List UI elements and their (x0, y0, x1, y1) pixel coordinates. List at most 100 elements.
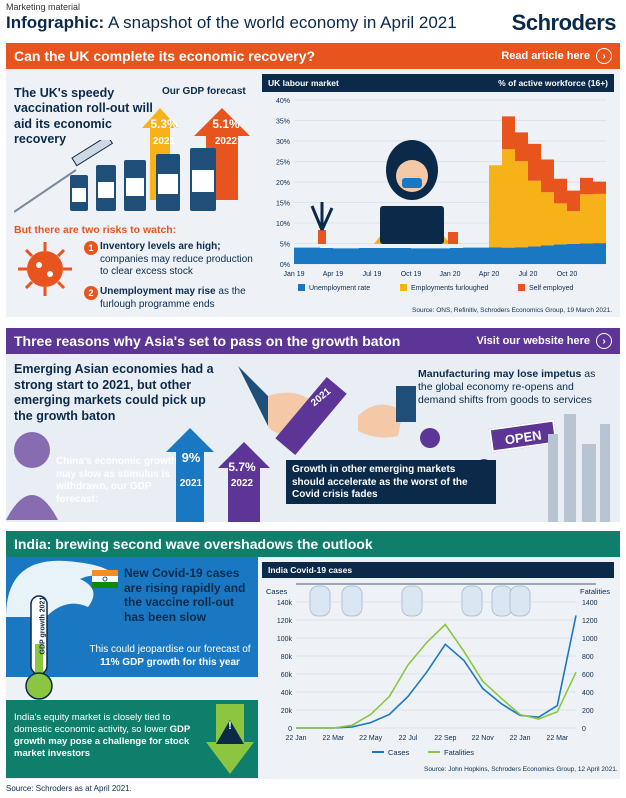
right-sleeve (396, 386, 416, 422)
risk-1-text: Inventory levels are high; companies may… (100, 241, 253, 277)
other-em-text: Growth in other emerging markets should … (286, 460, 496, 504)
plant-pot-icon (318, 230, 326, 244)
x-tick-label: Oct 19 (401, 271, 422, 278)
baton-illustration (238, 366, 416, 455)
face-mask-icon (461, 585, 483, 617)
down-arrow-icon (206, 704, 254, 774)
x-tick-label: Jul 19 (363, 271, 382, 278)
uk-gdp-2021-year: 2021 (152, 136, 176, 147)
legend-label: Fatalities (444, 748, 474, 757)
x-tick-label: 22 Mar (546, 735, 568, 742)
asia-headline: Emerging Asian economies had a strong st… (14, 362, 214, 423)
y-tick-label-right: 200 (582, 708, 594, 715)
india-banner-title: India: brewing second wave overshadows t… (14, 536, 373, 552)
face-mask-icon (401, 585, 423, 617)
y-tick-label: 140k (277, 600, 293, 607)
x-tick-label: Jan 19 (283, 271, 304, 278)
y-tick-label: 80k (281, 654, 293, 661)
china-text: China's economic growth may slow as stim… (56, 456, 178, 505)
page-title: Infographic: A snapshot of the world eco… (6, 13, 457, 32)
face-mask-icon (309, 585, 331, 617)
y-tick-label: 20% (276, 180, 290, 187)
asia-gdp-2022-year: 2022 (230, 478, 254, 489)
y-axis-label: Cases (266, 587, 288, 596)
vaccine-illustration (14, 140, 216, 213)
india-chart-header: India Covid-19 cases (262, 562, 614, 578)
x-tick-label: Apr 20 (479, 271, 500, 278)
arrow-2022 (218, 442, 270, 522)
asia-gdp-arrows (166, 428, 270, 522)
y-tick-label-right: 800 (582, 654, 594, 661)
legend-swatch (298, 284, 305, 291)
risks-title: But there are two risks to watch: (14, 224, 177, 236)
syringe-needle (14, 169, 77, 213)
uk-labour-chart: 0% 5% 10% 15% 20% 25% 30% 35% 40% Jan 19 Apr 19 Jul… (276, 98, 606, 292)
vials (70, 148, 216, 211)
warning-icon: ! (228, 720, 232, 732)
y-tick-label-right: 600 (582, 672, 594, 679)
y-tick-label: 100k (277, 636, 293, 643)
x-tick-label: 22 Jan (509, 735, 530, 742)
thermometer-label: GDP growth 2021 (39, 596, 47, 655)
line-series-fatalities (296, 623, 577, 729)
y-tick-label: 30% (276, 139, 290, 146)
india-flag-icon (92, 570, 118, 588)
asia-gdp-2022-value: 5.7% (228, 460, 256, 474)
uk-chart-title: UK labour market (268, 78, 339, 88)
virus-icon (420, 428, 440, 448)
legend-label: Self employed (529, 285, 573, 292)
y-axis-label-right: Fatalities (580, 587, 610, 596)
y-tick-label: 120k (277, 618, 293, 625)
y-tick-label: 10% (276, 221, 290, 228)
risk-2-text: Unemployment may rise as the furlough pr… (100, 286, 246, 310)
x-tick-label: 22 Mar (322, 735, 344, 742)
visit-website-link[interactable]: Visit our website here › (476, 333, 612, 349)
y-tick-label-right: 0 (582, 726, 586, 733)
read-article-link[interactable]: Read article here › (501, 48, 612, 64)
legend-label: Employments furloughed (411, 285, 489, 292)
india-covid-chart: Cases Fatalities 0 0 20k 200 40k 400 60k 600 80k 80… (266, 583, 610, 757)
x-tick-label: 22 May (359, 735, 382, 742)
uk-chart-subtitle: % of active workforce (16+) (498, 78, 608, 88)
gdp-forecast-title: Our GDP forecast (162, 86, 246, 97)
face-mask-icon (491, 585, 513, 617)
asia-banner-title: Three reasons why Asia's set to pass on … (14, 333, 401, 349)
chevron-right-icon: › (596, 48, 612, 64)
x-tick-label: Oct 20 (557, 271, 578, 278)
asia-gdp-2021-year: 2021 (179, 478, 203, 489)
x-tick-label: 22 Jul (399, 735, 418, 742)
x-tick-label: Jul 20 (519, 271, 538, 278)
x-tick-label: 22 Jan (285, 735, 306, 742)
y-tick-label-right: 1000 (582, 636, 598, 643)
syringe-icon (71, 140, 114, 167)
risk-1-badge: 1 (84, 241, 98, 255)
virus-icon (18, 242, 72, 296)
baton (275, 377, 347, 455)
area-series-3 (294, 116, 606, 249)
mug-icon (448, 232, 458, 244)
arrow-2021 (166, 428, 214, 522)
y-tick-label: 15% (276, 201, 290, 208)
uk-gdp-2022-value: 5.1% (212, 117, 240, 131)
plant-icon (310, 202, 334, 231)
india-banner: India: brewing second wave overshadows t… (6, 531, 620, 557)
jeopardise-text: This could jeopardise our forecast of 11… (89, 644, 251, 668)
risk-2-badge: 2 (84, 286, 98, 300)
uk-gdp-2022-year: 2022 (214, 136, 238, 147)
x-tick-label: 22 Nov (472, 735, 495, 742)
y-tick-label: 40k (281, 690, 293, 697)
y-tick-label: 0% (280, 262, 290, 269)
legend-swatch (518, 284, 525, 291)
uk-source: Source: ONS, Refinitiv, Schroders Econom… (412, 307, 613, 314)
manufacturing-text: Manufacturing may lose impetus as the gl… (418, 368, 596, 407)
uk-chart-header: UK labour market % of active workforce (… (262, 74, 614, 92)
y-tick-label: 60k (281, 672, 293, 679)
asia-banner: Three reasons why Asia's set to pass on … (6, 328, 620, 354)
legend-label: Unemployment rate (309, 285, 370, 292)
city-skyline (548, 414, 610, 522)
x-tick-label: Apr 19 (323, 271, 344, 278)
face-mask-icon (341, 585, 363, 617)
y-tick-label: 20k (281, 708, 293, 715)
laptop-icon (380, 206, 444, 244)
india-chart-title: India Covid-19 cases (268, 565, 353, 575)
